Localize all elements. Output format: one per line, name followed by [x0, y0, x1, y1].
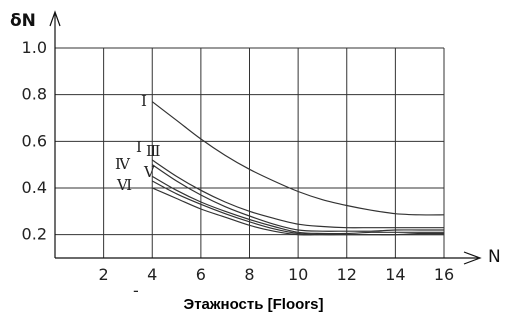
y-tick-label-0.2: 0.2 [22, 225, 47, 244]
x-tick-label-16: 16 [434, 265, 454, 284]
series-label-II: I [136, 138, 142, 156]
x-tick-label-10: 10 [288, 265, 308, 284]
x-axis-label: N [488, 247, 501, 267]
chart-caption: Этажность [Floors] [183, 296, 324, 313]
y-axis-label: δN [10, 11, 36, 31]
series-label-V: Ⅴ [143, 163, 156, 181]
series-line-IV [151, 175, 444, 235]
y-tick-label-0.8: 0.8 [22, 85, 47, 104]
series-line-VI [152, 187, 444, 236]
stray-mark: - [133, 281, 139, 300]
x-tick-label-4: 4 [147, 265, 157, 284]
y-tick-label-1.0: 1.0 [22, 38, 47, 57]
series-label-IV: Ⅳ [115, 155, 131, 173]
y-axis-arrow [49, 10, 61, 27]
series-line-III [151, 164, 444, 232]
series-label-III: Ⅲ [146, 142, 160, 160]
x-tick-label-6: 6 [196, 265, 206, 284]
y-tick-label-0.6: 0.6 [22, 131, 47, 150]
x-tick-label-12: 12 [337, 265, 357, 284]
x-axis-arrow [463, 251, 482, 265]
x-tick-label-2: 2 [99, 265, 109, 284]
series-line-I [151, 101, 445, 216]
series-label-VI: Ⅵ [116, 176, 132, 194]
series-line-II [151, 159, 444, 229]
y-tick-label-0.4: 0.4 [22, 178, 47, 197]
x-tick-label-14: 14 [385, 265, 405, 284]
series-label-I: I [141, 92, 147, 110]
x-tick-label-8: 8 [244, 265, 254, 284]
